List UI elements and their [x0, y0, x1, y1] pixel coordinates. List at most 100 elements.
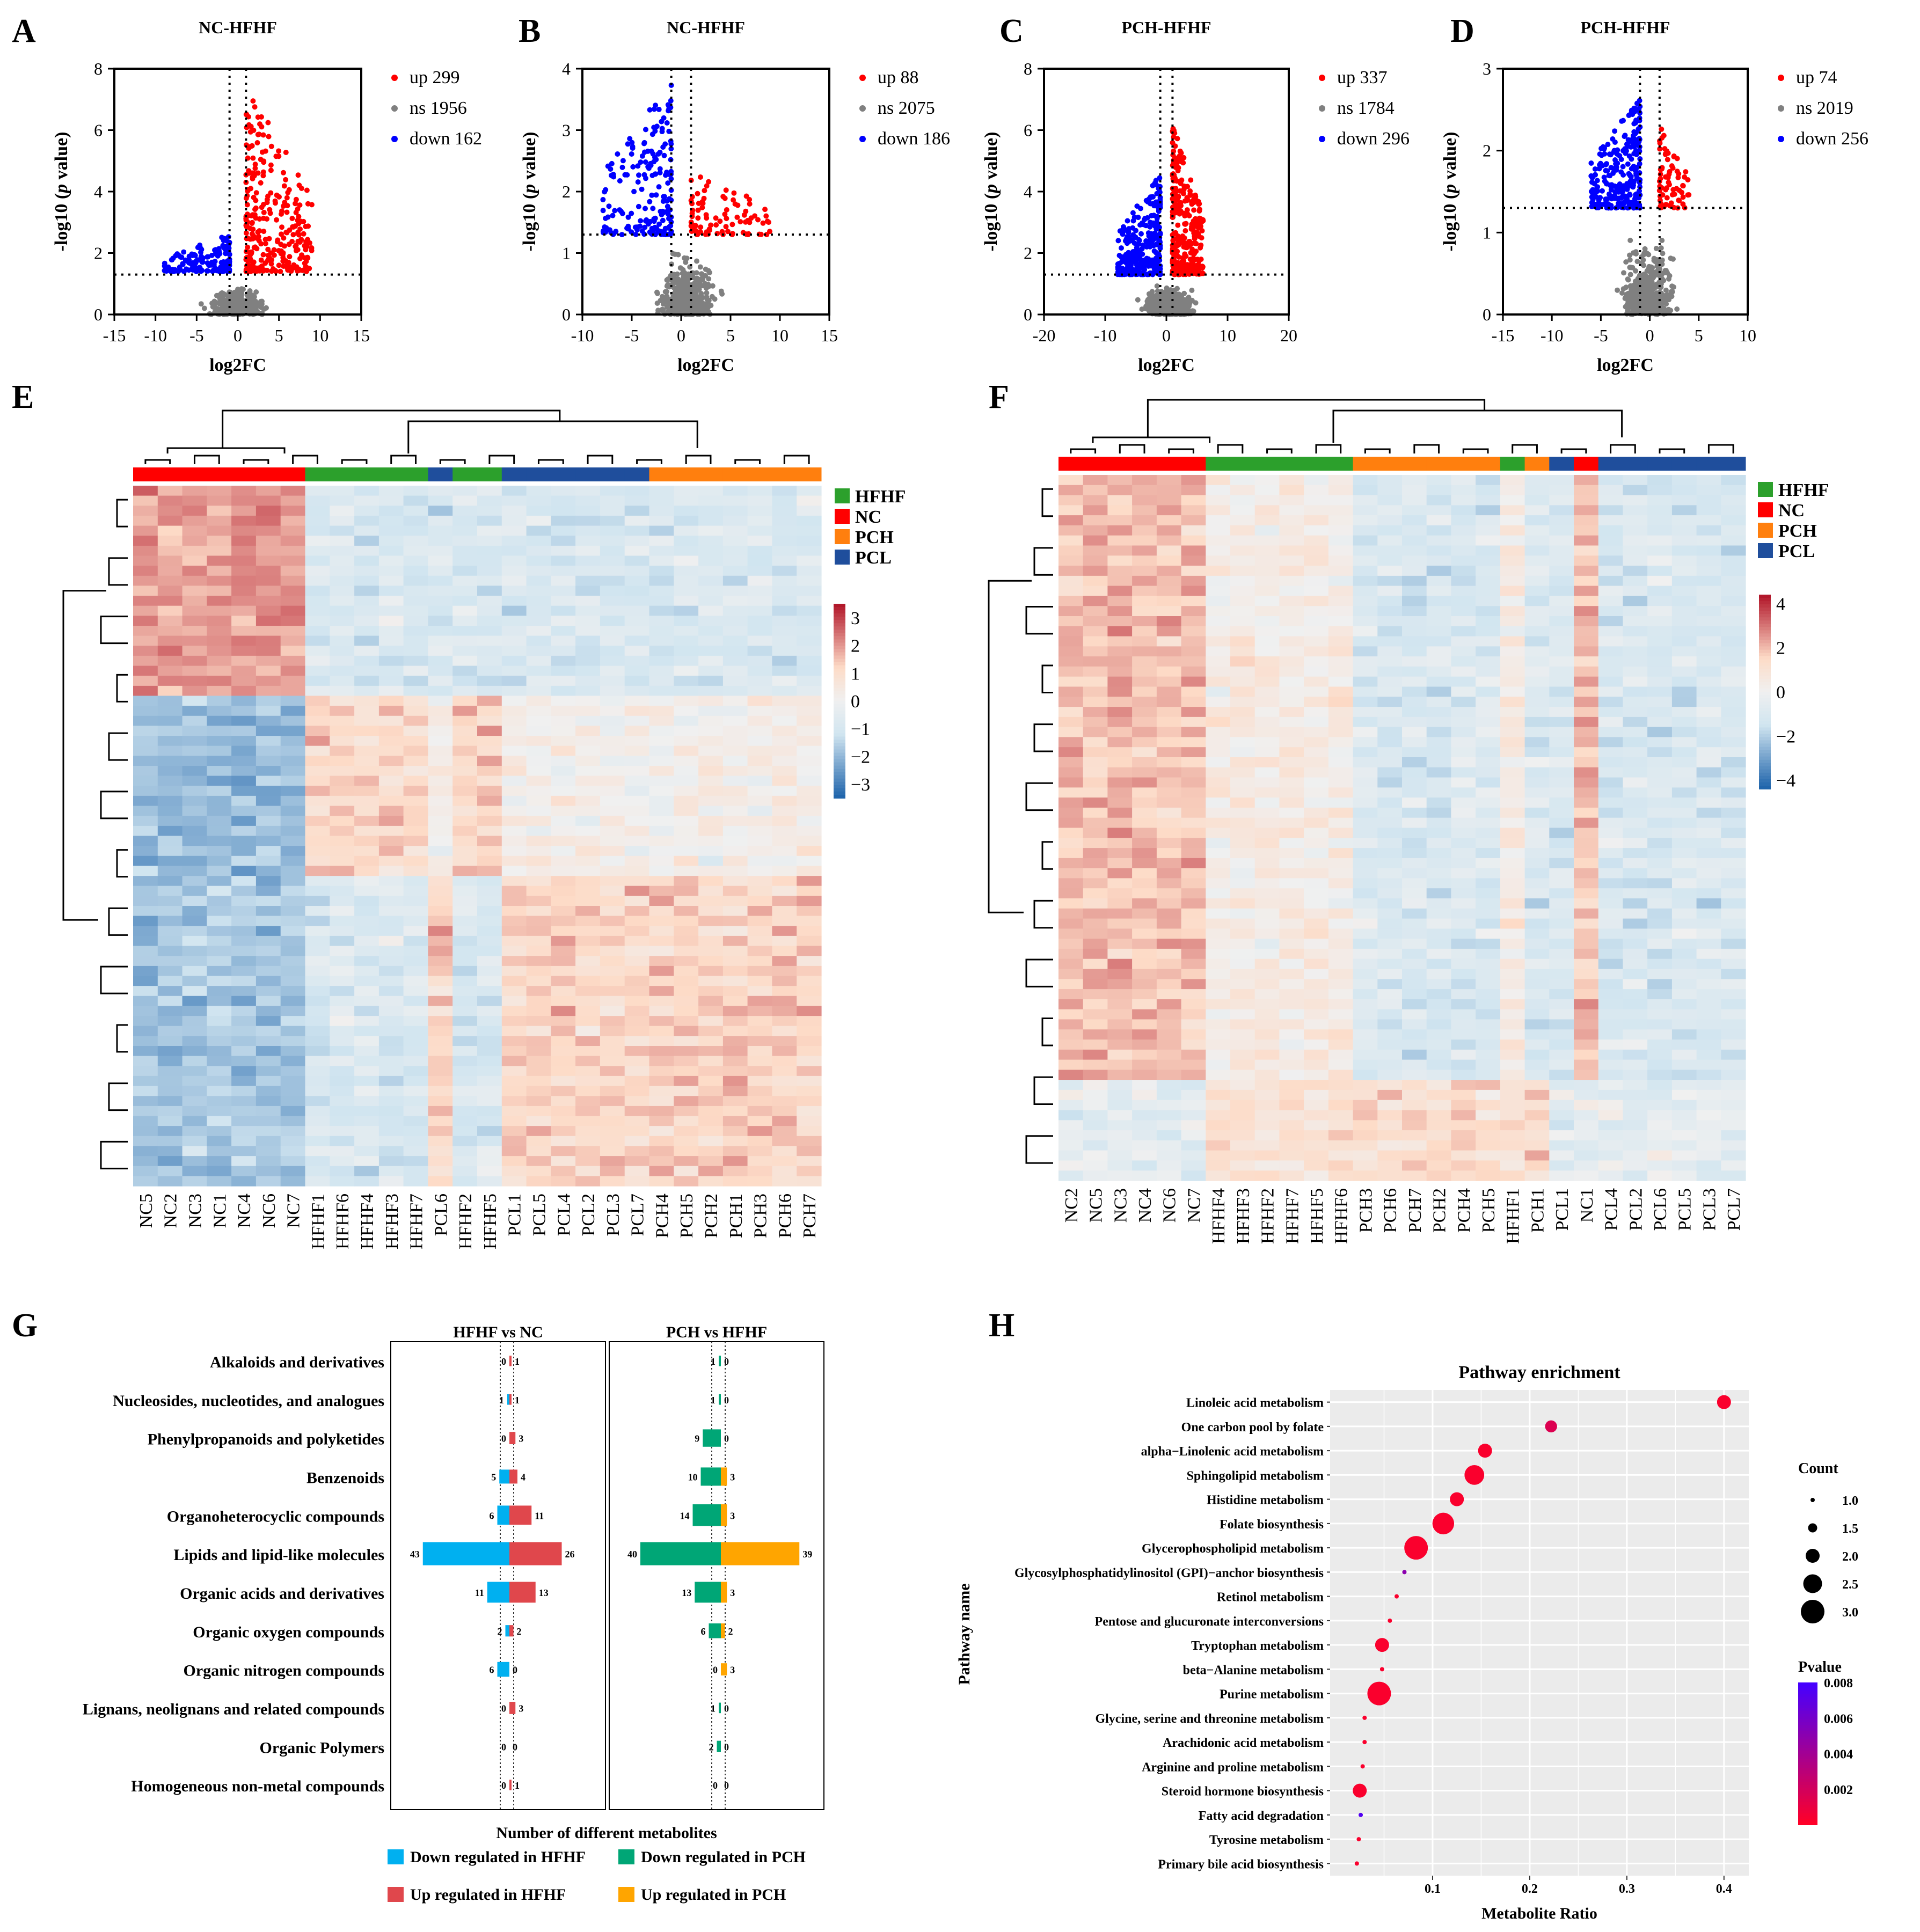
group-bar-cell [428, 467, 453, 481]
heatmap-cell [674, 926, 699, 936]
heatmap-cell [551, 795, 576, 807]
heatmap-cell [182, 646, 207, 656]
point-ns [694, 258, 699, 264]
heatmap-cell [649, 696, 674, 706]
heatmap-cell [501, 566, 527, 576]
point-up [305, 223, 311, 229]
point-ns [1648, 285, 1654, 291]
point-down [639, 186, 645, 192]
y-tick-label: 0 [94, 305, 103, 324]
heatmap-cell [551, 766, 576, 777]
heatmap-cell [477, 876, 502, 887]
heatmap-cell [797, 795, 822, 807]
heatmap-cell [698, 696, 724, 706]
heatmap-cell [477, 566, 502, 576]
heatmap-cell [330, 495, 355, 506]
point-up [257, 121, 262, 127]
heatmap-cell [674, 795, 699, 807]
heatmap-cell [501, 486, 527, 496]
heatmap-cell [378, 536, 404, 546]
heatmap-cell [354, 986, 379, 997]
point-ns [242, 301, 247, 306]
heatmap-cell [526, 935, 551, 947]
point-down [1614, 151, 1620, 157]
heatmap-cell [330, 665, 355, 676]
y-tick-label: 2 [562, 182, 571, 201]
heatmap-cell [207, 696, 232, 706]
point-down [665, 102, 671, 108]
point-up [254, 267, 260, 273]
heatmap-cell [133, 696, 158, 706]
heatmap-cell [378, 596, 404, 606]
heatmap-cell [330, 616, 355, 626]
x-tick-label: -15 [103, 326, 126, 345]
legend-label-down: down 162 [410, 129, 482, 149]
heatmap-cell [797, 525, 822, 536]
heatmap-cell [157, 555, 183, 566]
point-up [246, 187, 252, 192]
point-up [691, 228, 697, 234]
heatmap-cell [207, 685, 232, 697]
heatmap-cell [255, 655, 281, 667]
heatmap-cell [305, 545, 330, 557]
heatmap-cell [255, 515, 281, 526]
heatmap-cell [207, 876, 232, 887]
heatmap-cell [797, 486, 822, 496]
heatmap-cell [403, 896, 428, 906]
heatmap-cell [182, 866, 207, 876]
heatmap-cell [674, 825, 699, 837]
heatmap-cell [182, 685, 207, 697]
point-up [1662, 151, 1668, 157]
heatmap-cell [600, 726, 625, 736]
heatmap-cell [747, 555, 772, 566]
heatmap-cell [378, 745, 404, 756]
heatmap-cell [575, 896, 601, 906]
heatmap-cell [452, 806, 478, 816]
heatmap-cell [305, 935, 330, 947]
heatmap-cell [624, 575, 650, 586]
heatmap-cell [255, 545, 281, 557]
heatmap-cell [255, 866, 281, 876]
heatmap-cell [649, 906, 674, 917]
heatmap-cell [255, 626, 281, 636]
heatmap-cell [403, 635, 428, 646]
heatmap-cell [207, 855, 232, 866]
heatmap-cell [526, 825, 551, 837]
heatmap-cell [255, 786, 281, 796]
point-up [301, 231, 306, 237]
heatmap-cell [330, 916, 355, 926]
heatmap-cell [600, 655, 625, 667]
heatmap-cell [526, 976, 551, 986]
point-up [276, 148, 282, 154]
heatmap-cell [157, 866, 183, 876]
heatmap-cell [772, 745, 797, 756]
heatmap-cell [600, 866, 625, 876]
point-ns [658, 298, 663, 303]
heatmap-cell [231, 586, 257, 596]
legend-label-ns: ns 2019 [1796, 98, 1853, 118]
heatmap-cell [747, 866, 772, 876]
heatmap-cell [305, 715, 330, 726]
heatmap-cell [330, 855, 355, 866]
heatmap-cell [600, 916, 625, 926]
point-ns [1642, 246, 1648, 252]
point-up [251, 245, 257, 251]
point-up [1666, 179, 1671, 185]
point-up [1193, 241, 1199, 247]
point-ns [1174, 296, 1180, 302]
heatmap-cell [428, 646, 453, 656]
heatmap-cell [772, 676, 797, 686]
point-down [619, 164, 625, 170]
point-down [1138, 231, 1144, 237]
point-ns [712, 296, 718, 302]
point-ns [1159, 307, 1165, 313]
heatmap-cell [772, 956, 797, 967]
point-down [1144, 239, 1150, 245]
x-tick-label: -20 [1033, 326, 1056, 345]
heatmap-cell [330, 626, 355, 636]
heatmap-cell [747, 506, 772, 516]
heatmap-cell [428, 846, 453, 857]
heatmap-cell [207, 655, 232, 667]
heatmap-cell [772, 655, 797, 667]
heatmap-cell [428, 825, 453, 837]
